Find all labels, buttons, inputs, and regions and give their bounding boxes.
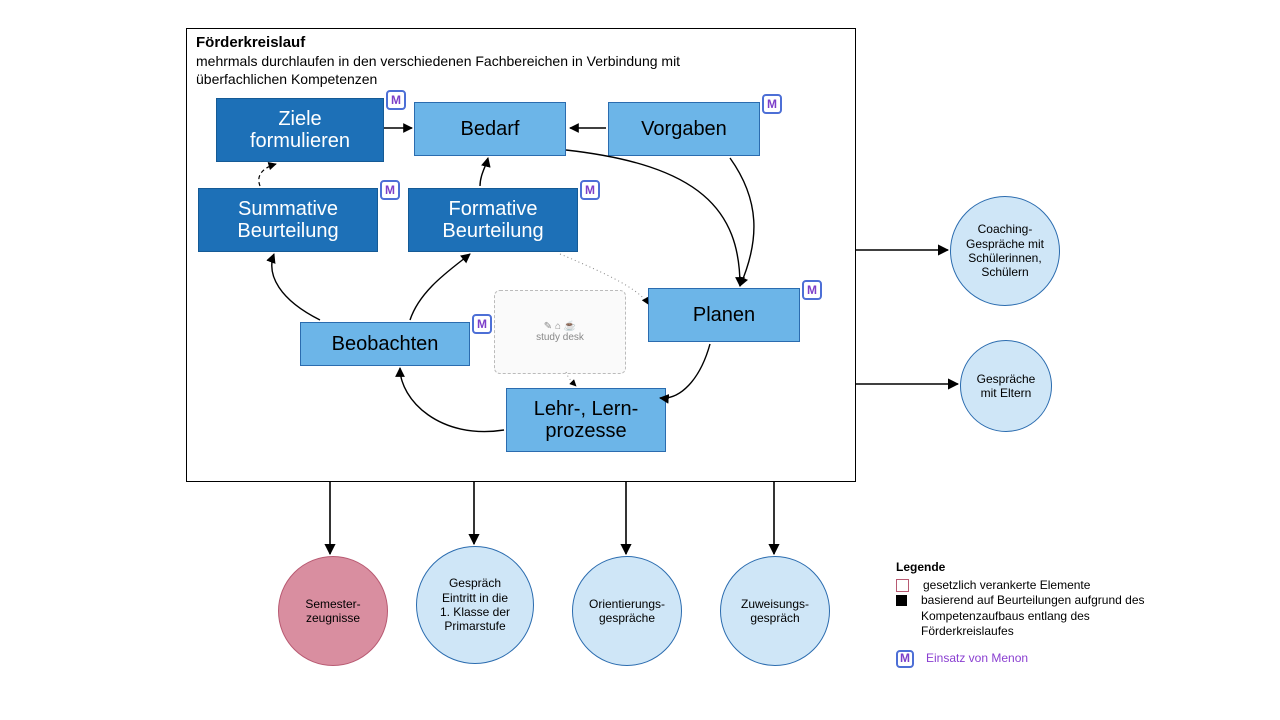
m-badge-vorgaben: M (762, 94, 782, 114)
frame-title: Förderkreislauf (196, 34, 305, 51)
m-badge-planen: M (802, 280, 822, 300)
box-ziele: Ziele formulieren (216, 98, 384, 162)
legend-row2: basierend auf Beurteilungen aufgrund des… (896, 593, 1216, 640)
circle-zuweisung: Zuweisungs- gespräch (720, 556, 830, 666)
m-badge-legend: M (896, 650, 914, 668)
black-square-icon (896, 595, 907, 606)
center-illustration: ✎ ⌂ ☕study desk (494, 290, 626, 374)
frame-subtitle: mehrmals durchlaufen in den verschiedene… (196, 52, 680, 88)
legend-row3: MEinsatz von Menon (896, 650, 1216, 668)
m-badge-summative: M (380, 180, 400, 200)
legend: Legende gesetzlich verankerte Elemente b… (896, 560, 1216, 668)
legend-row1: gesetzlich verankerte Elemente (896, 578, 1216, 594)
m-badge-beobachten: M (472, 314, 492, 334)
circle-eltern: Gespräche mit Eltern (960, 340, 1052, 432)
box-lehr: Lehr-, Lern- prozesse (506, 388, 666, 452)
box-vorgaben: Vorgaben (608, 102, 760, 156)
circle-gespraech: Gespräch Eintritt in die 1. Klasse der P… (416, 546, 534, 664)
m-badge-ziele: M (386, 90, 406, 110)
box-bedarf: Bedarf (414, 102, 566, 156)
m-badge-formative: M (580, 180, 600, 200)
pink-square-icon (896, 579, 909, 592)
circle-orientierung: Orientierungs- gespräche (572, 556, 682, 666)
circle-semester: Semester- zeugnisse (278, 556, 388, 666)
box-beobachten: Beobachten (300, 322, 470, 366)
legend-title: Legende (896, 560, 1216, 576)
box-formative: Formative Beurteilung (408, 188, 578, 252)
box-summative: Summative Beurteilung (198, 188, 378, 252)
box-planen: Planen (648, 288, 800, 342)
circle-coaching: Coaching- Gespräche mit Schülerinnen, Sc… (950, 196, 1060, 306)
